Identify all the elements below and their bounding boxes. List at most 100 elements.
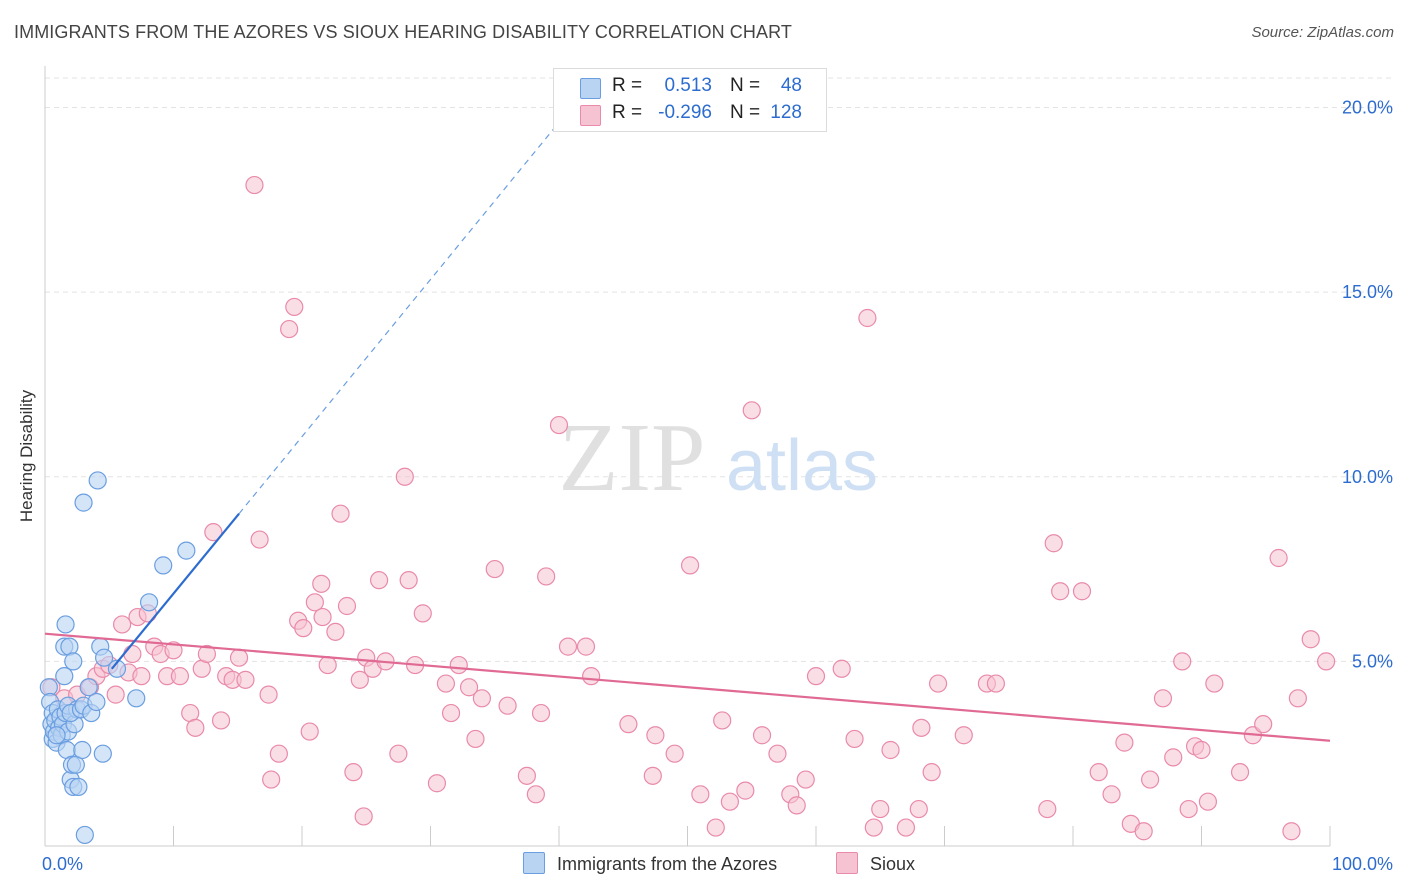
sioux-point: [1164, 748, 1183, 767]
azores-point: [47, 726, 66, 745]
sioux-point: [1051, 582, 1070, 601]
sioux-point: [259, 685, 278, 704]
azores-point: [87, 692, 106, 712]
sioux-point: [1134, 822, 1153, 841]
sioux-point: [954, 726, 973, 745]
azores-point: [127, 689, 146, 708]
sioux-point: [1115, 733, 1134, 752]
sioux-point: [1192, 740, 1211, 760]
azores-point: [154, 556, 173, 575]
sioux-point: [236, 670, 255, 689]
sioux-point: [517, 766, 536, 785]
n-label: N =: [730, 75, 761, 96]
sioux-point: [1140, 770, 1160, 789]
sioux-point: [619, 715, 638, 734]
azores-point: [177, 541, 196, 560]
sioux-point: [197, 644, 217, 664]
sioux-point: [170, 667, 190, 686]
sioux-trend-line: [44, 632, 1331, 742]
azores-point: [75, 825, 94, 845]
sioux-point: [326, 622, 345, 641]
sioux-point: [1317, 652, 1336, 671]
azores-point: [73, 740, 92, 760]
sioux-point: [389, 744, 408, 763]
sioux-point: [312, 574, 331, 593]
sioux-point: [132, 667, 151, 686]
y-tick-label: 10.0%: [1342, 467, 1393, 487]
sioux-point: [123, 644, 142, 664]
sioux-point: [986, 674, 1006, 693]
sioux-point: [643, 766, 662, 785]
sioux-point: [1205, 674, 1224, 693]
sioux-point: [1254, 715, 1273, 734]
sioux-point: [796, 770, 815, 789]
sioux-point: [313, 607, 332, 627]
sioux-point: [896, 818, 916, 837]
sioux-point: [1198, 792, 1218, 811]
azores-point: [74, 493, 93, 512]
azores-point: [107, 659, 127, 678]
sioux-point: [646, 726, 665, 745]
azores-swatch: [580, 78, 601, 99]
r-label: R =: [612, 75, 643, 96]
sioux-point: [1173, 652, 1192, 671]
sioux-point: [720, 792, 740, 811]
sioux-point: [845, 729, 864, 749]
sioux-point: [1230, 763, 1250, 782]
azores-legend-swatch: [523, 852, 545, 874]
sioux-point: [1072, 582, 1092, 601]
sioux-point: [742, 401, 761, 420]
sioux-point: [549, 415, 569, 435]
sioux-point: [912, 718, 931, 737]
sioux-point: [350, 670, 369, 689]
sioux-point: [300, 722, 319, 741]
sioux-point: [164, 641, 183, 660]
grid-lines: [45, 77, 1392, 662]
sioux-point: [485, 559, 504, 579]
x-tick-label: 0.0%: [42, 854, 83, 874]
sioux-point: [1269, 548, 1288, 568]
sioux-point: [204, 523, 223, 542]
sioux-point: [280, 319, 299, 339]
source-credit: Source: ZipAtlas.com: [1251, 24, 1394, 41]
sioux-point: [1044, 534, 1063, 553]
azores-point: [56, 615, 75, 634]
sioux-point: [858, 308, 877, 328]
y-tick-label: 15.0%: [1342, 282, 1393, 302]
chart-title: IMMIGRANTS FROM THE AZORES VS SIOUX HEAR…: [14, 22, 792, 42]
sioux-point: [1301, 630, 1320, 649]
sioux-point: [1282, 822, 1301, 841]
sioux-point: [1179, 799, 1198, 819]
sioux-point: [449, 655, 468, 675]
sioux-point: [331, 504, 350, 523]
y-axis-label: Hearing Disability: [17, 389, 36, 523]
sioux-point: [706, 818, 725, 837]
x-tick-label: 100.0%: [1332, 854, 1393, 874]
sioux-point: [459, 678, 479, 697]
azores-point: [55, 667, 74, 686]
azores-point: [95, 648, 114, 667]
n-value: 48: [780, 75, 802, 96]
sioux-point: [305, 593, 324, 612]
sioux-point: [262, 770, 281, 789]
watermark-zip: ZIP: [559, 404, 706, 512]
sioux-point: [871, 799, 890, 819]
sioux-point: [294, 619, 313, 638]
sioux-point: [112, 615, 132, 634]
watermark-atlas: atlas: [726, 426, 878, 506]
azores-trend-extension: [238, 121, 560, 515]
sioux-point: [752, 726, 772, 745]
sioux-point: [558, 637, 578, 656]
sioux-point: [1089, 763, 1108, 782]
sioux-point: [691, 785, 710, 804]
sioux-point: [922, 763, 941, 782]
sioux-point: [186, 718, 205, 737]
sioux-point: [466, 729, 485, 749]
sioux-point: [472, 689, 491, 708]
r-label: R =: [612, 102, 643, 123]
sioux-point: [768, 744, 787, 763]
sioux-point: [1102, 785, 1121, 804]
sioux-point: [582, 667, 601, 686]
sioux-point: [832, 659, 851, 678]
